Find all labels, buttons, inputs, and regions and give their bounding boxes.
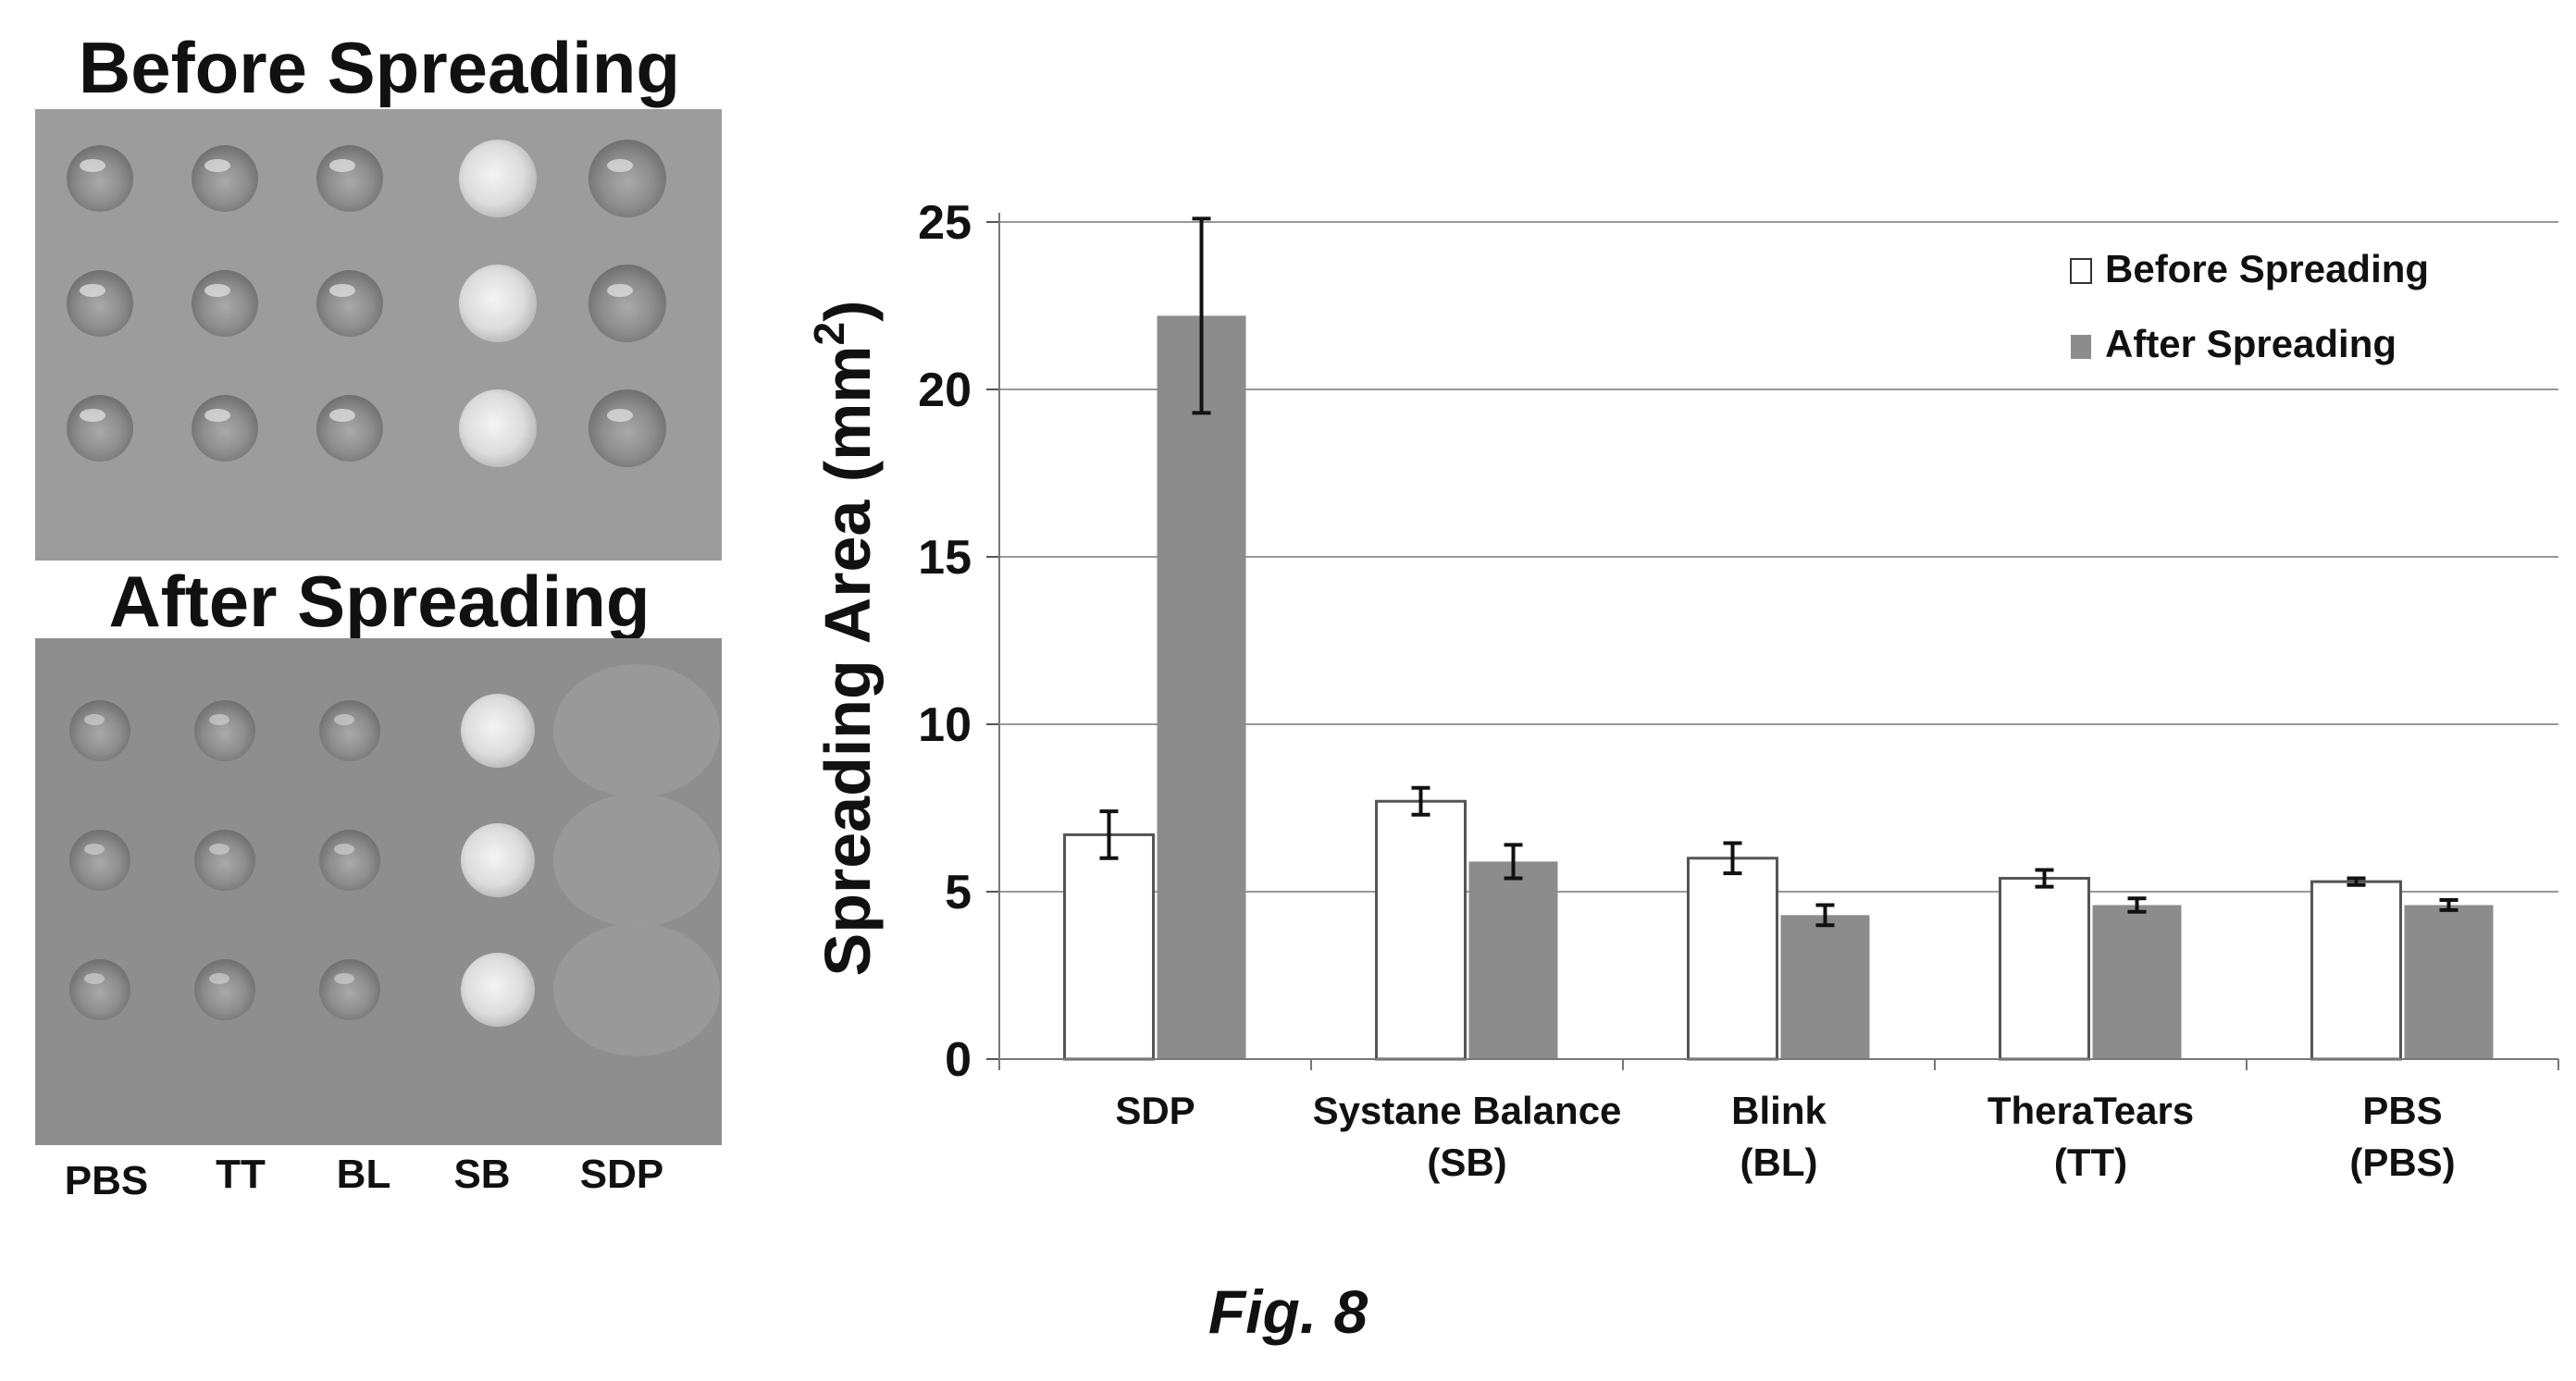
x-tick-label: PBS bbox=[2362, 1089, 2442, 1132]
before-spreading-photo bbox=[35, 109, 722, 561]
y-tick-label: 20 bbox=[918, 364, 972, 417]
x-tick-label: (TT) bbox=[2054, 1141, 2127, 1184]
chart-legend: Before Spreading After Spreading bbox=[2070, 247, 2429, 365]
bar-before-spreading bbox=[1687, 857, 1778, 1061]
spread-droplet-after bbox=[553, 794, 720, 927]
legend-swatch-after bbox=[2071, 335, 2091, 359]
droplet-highlight bbox=[84, 714, 105, 725]
bar-after-spreading bbox=[1468, 861, 1558, 1059]
after-spreading-photo bbox=[35, 638, 722, 1145]
droplet-after bbox=[194, 700, 255, 761]
photo-label-pbs: PBS bbox=[64, 1158, 149, 1203]
y-tick-label: 15 bbox=[918, 531, 972, 585]
x-tick-label: SDP bbox=[1115, 1089, 1195, 1132]
droplet-highlight bbox=[607, 284, 633, 297]
photo-label-tt: TT bbox=[216, 1152, 266, 1197]
legend-swatch-before bbox=[2070, 258, 2092, 284]
x-tick-label: TheraTears bbox=[1988, 1089, 2194, 1132]
legend-label-before: Before Spreading bbox=[2105, 247, 2429, 290]
bar-before-spreading bbox=[2310, 880, 2402, 1061]
error-bar bbox=[1411, 785, 1430, 817]
error-bar bbox=[1815, 903, 1835, 928]
droplet-highlight bbox=[209, 714, 229, 725]
photo-label-sb: SB bbox=[453, 1152, 511, 1197]
droplet-highlight bbox=[334, 844, 354, 855]
bar-before-spreading bbox=[1375, 799, 1467, 1061]
droplet-before bbox=[588, 389, 666, 467]
error-bar bbox=[2347, 876, 2366, 887]
droplet-highlight bbox=[607, 409, 633, 422]
droplet-highlight bbox=[329, 159, 355, 172]
droplet-after bbox=[461, 953, 535, 1027]
before-spreading-title: Before Spreading bbox=[78, 27, 681, 108]
droplet-after bbox=[69, 959, 130, 1020]
y-tick-label: 25 bbox=[918, 196, 972, 250]
y-tick-label: 5 bbox=[945, 866, 972, 919]
droplet-highlight bbox=[80, 284, 105, 297]
y-tick-label: 0 bbox=[945, 1033, 972, 1087]
photo-label-bl: BL bbox=[336, 1152, 391, 1197]
x-tick-label: Systane Balance bbox=[1313, 1089, 1622, 1132]
droplet-after bbox=[319, 959, 380, 1020]
droplet-highlight bbox=[607, 159, 633, 172]
bar-after-spreading bbox=[1157, 315, 1246, 1059]
droplet-highlight bbox=[329, 284, 355, 297]
droplet-highlight bbox=[209, 844, 229, 855]
error-bar bbox=[2035, 868, 2054, 889]
x-tick-label: (BL) bbox=[1740, 1141, 1818, 1184]
droplet-highlight bbox=[329, 409, 355, 422]
bar-after-spreading bbox=[1780, 915, 1870, 1059]
x-tick-label: Blink bbox=[1731, 1089, 1827, 1132]
after-spreading-title: After Spreading bbox=[108, 561, 650, 642]
photo-label-sdp: SDP bbox=[579, 1152, 664, 1197]
error-bar bbox=[1192, 216, 1211, 415]
bar-after-spreading bbox=[2404, 905, 2494, 1059]
figure-caption: Fig. 8 bbox=[1208, 1277, 1368, 1346]
error-bar bbox=[1504, 843, 1523, 881]
error-bar bbox=[1723, 841, 1742, 876]
x-tick-label: (SB) bbox=[1427, 1141, 1506, 1184]
droplet-highlight bbox=[80, 409, 105, 422]
droplet-highlight bbox=[80, 159, 105, 172]
droplet-highlight bbox=[84, 844, 105, 855]
legend-label-after: After Spreading bbox=[2105, 322, 2396, 365]
droplet-after bbox=[194, 959, 255, 1020]
droplet-highlight bbox=[209, 973, 229, 984]
droplet-after bbox=[461, 823, 535, 897]
droplet-before bbox=[588, 140, 666, 217]
droplet-before bbox=[588, 265, 666, 342]
droplet-after bbox=[319, 830, 380, 891]
droplet-after bbox=[461, 694, 535, 768]
spread-droplet-after bbox=[553, 664, 720, 797]
droplet-highlight bbox=[334, 973, 354, 984]
error-bar bbox=[2127, 896, 2147, 914]
droplet-highlight bbox=[204, 284, 230, 297]
spread-droplet-after bbox=[553, 923, 720, 1056]
droplet-highlight bbox=[204, 409, 230, 422]
error-bar bbox=[2439, 898, 2458, 912]
bar-after-spreading bbox=[2092, 905, 2182, 1059]
droplet-before bbox=[459, 265, 537, 342]
bar-before-spreading bbox=[1999, 877, 2090, 1061]
droplet-highlight bbox=[204, 159, 230, 172]
error-bar bbox=[1099, 809, 1119, 860]
droplet-after bbox=[194, 830, 255, 891]
droplet-after bbox=[69, 830, 130, 891]
y-axis-label: Spreading Area (mm2) bbox=[805, 301, 884, 977]
droplet-after bbox=[69, 700, 130, 761]
y-tick-label: 10 bbox=[918, 698, 972, 752]
droplet-before bbox=[459, 389, 537, 467]
droplet-after bbox=[319, 700, 380, 761]
droplet-before bbox=[459, 140, 537, 217]
x-tick-label: (PBS) bbox=[2349, 1141, 2455, 1184]
spreading-area-chart: 0 5 10 15 20 25 SDP Systane Balance (SB) Blink (B… bbox=[805, 196, 2559, 1184]
bar-before-spreading bbox=[1063, 832, 1155, 1061]
droplet-highlight bbox=[84, 973, 105, 984]
droplet-highlight bbox=[334, 714, 354, 725]
